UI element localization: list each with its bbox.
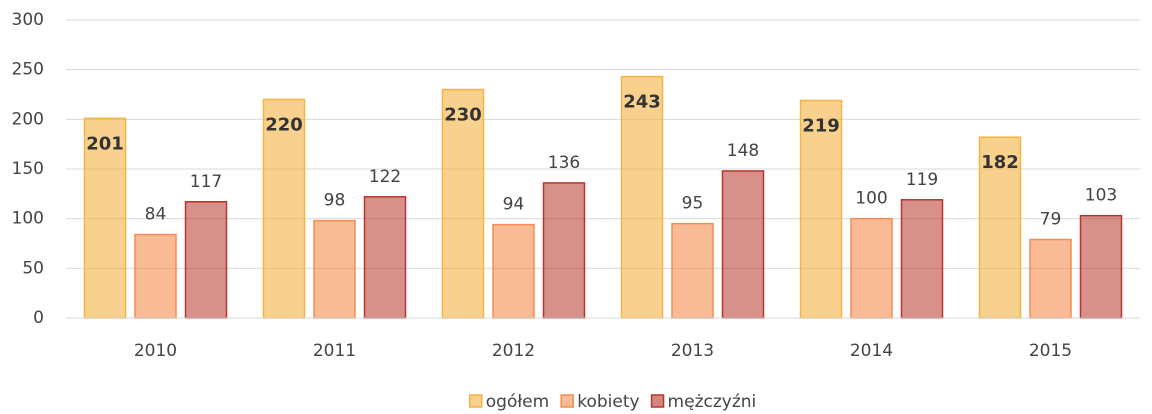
bar bbox=[1029, 238, 1072, 319]
data-label: 79 bbox=[1040, 210, 1062, 230]
data-label: 94 bbox=[503, 195, 525, 215]
y-tick-label: 50 bbox=[22, 258, 44, 278]
x-tick-label: 2010 bbox=[134, 341, 177, 361]
bar bbox=[184, 201, 228, 319]
bar bbox=[671, 222, 714, 319]
data-label: 84 bbox=[145, 205, 167, 225]
bar bbox=[900, 199, 944, 319]
data-label: 100 bbox=[855, 189, 887, 209]
legend-label: kobiety bbox=[577, 392, 639, 412]
data-label: 219 bbox=[802, 115, 840, 136]
y-tick-label: 300 bbox=[12, 10, 44, 30]
data-label: 103 bbox=[1085, 186, 1117, 206]
bar bbox=[542, 182, 586, 319]
data-label: 220 bbox=[265, 114, 303, 135]
data-label: 122 bbox=[369, 167, 401, 187]
y-tick-label: 250 bbox=[12, 60, 44, 80]
bar bbox=[363, 196, 407, 319]
data-label: 148 bbox=[727, 141, 759, 161]
legend-swatch bbox=[560, 394, 574, 408]
legend-swatch bbox=[650, 394, 665, 408]
x-tick-label: 2015 bbox=[1029, 341, 1072, 361]
legend-label: ogółem bbox=[486, 392, 549, 412]
data-label: 182 bbox=[981, 152, 1019, 173]
data-label: 95 bbox=[682, 194, 704, 214]
data-label: 136 bbox=[548, 153, 580, 173]
data-label: 201 bbox=[86, 133, 124, 154]
bar bbox=[262, 98, 306, 319]
bar bbox=[313, 219, 356, 319]
bar bbox=[721, 170, 765, 319]
bar bbox=[620, 75, 664, 319]
y-tick-label: 0 bbox=[33, 308, 44, 328]
x-tick-label: 2011 bbox=[313, 341, 356, 361]
x-tick-label: 2012 bbox=[492, 341, 535, 361]
data-label: 117 bbox=[190, 172, 222, 192]
bar bbox=[978, 136, 1022, 319]
legend-swatch bbox=[469, 394, 483, 408]
data-label: 119 bbox=[906, 170, 938, 190]
y-tick-label: 150 bbox=[12, 159, 44, 179]
data-label: 243 bbox=[623, 92, 661, 113]
y-tick-label: 200 bbox=[12, 109, 44, 129]
bar bbox=[492, 223, 535, 319]
bar bbox=[134, 233, 177, 319]
data-label: 98 bbox=[324, 191, 346, 211]
x-tick-label: 2014 bbox=[850, 341, 893, 361]
legend-label: mężczyźni bbox=[668, 392, 757, 412]
data-label: 230 bbox=[444, 105, 482, 126]
bar bbox=[441, 88, 485, 319]
bar bbox=[1079, 214, 1123, 319]
y-tick-label: 100 bbox=[12, 209, 44, 229]
bar bbox=[850, 217, 893, 319]
x-tick-label: 2013 bbox=[671, 341, 714, 361]
bar bbox=[799, 99, 843, 319]
